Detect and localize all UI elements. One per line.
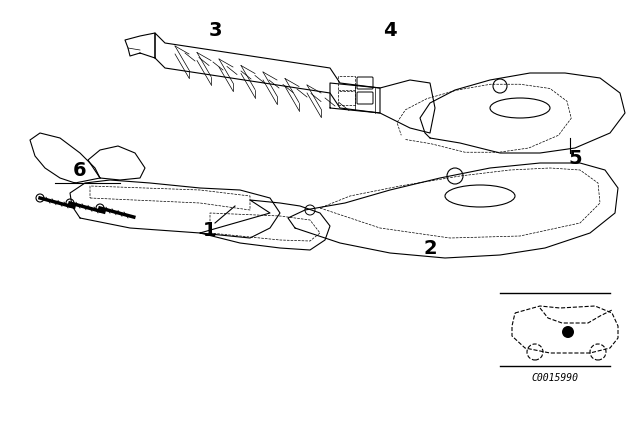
FancyBboxPatch shape	[357, 77, 373, 89]
Text: 6: 6	[73, 160, 87, 180]
Circle shape	[562, 326, 574, 338]
Text: 1: 1	[203, 220, 217, 240]
FancyBboxPatch shape	[357, 92, 373, 104]
Text: C0015990: C0015990	[531, 373, 579, 383]
Circle shape	[527, 344, 543, 360]
Circle shape	[305, 205, 315, 215]
Text: 3: 3	[208, 21, 221, 39]
Ellipse shape	[490, 98, 550, 118]
Circle shape	[447, 168, 463, 184]
Circle shape	[493, 79, 507, 93]
Text: 4: 4	[383, 21, 397, 39]
Circle shape	[66, 199, 74, 207]
Circle shape	[96, 204, 104, 212]
Circle shape	[36, 194, 44, 202]
Circle shape	[590, 344, 606, 360]
Text: 2: 2	[423, 238, 437, 258]
Ellipse shape	[445, 185, 515, 207]
Text: 5: 5	[568, 148, 582, 168]
